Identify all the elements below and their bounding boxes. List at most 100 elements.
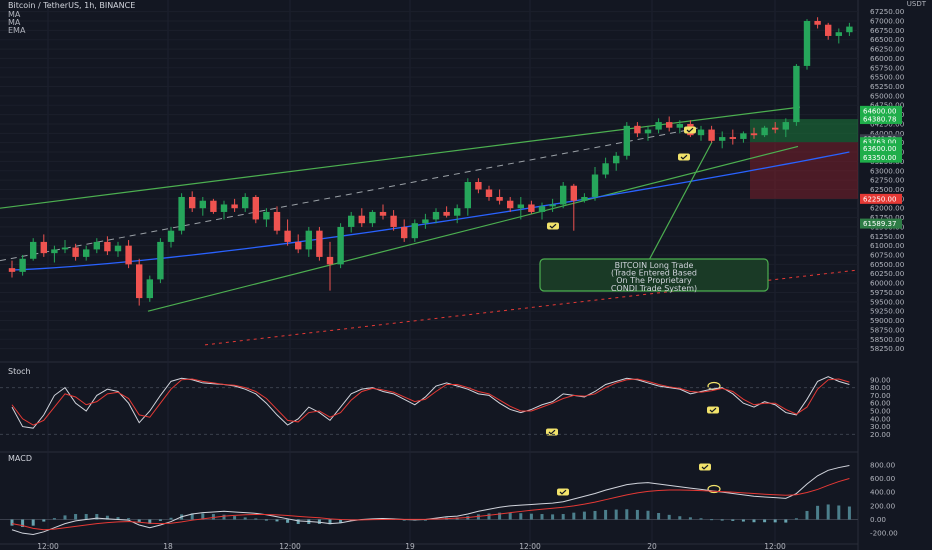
trade-annotation[interactable]: BITCOIN Long Trade(Trade Entered BasedOn…	[539, 258, 769, 293]
candle-body	[602, 163, 609, 175]
indicator-ema[interactable]: EMA	[8, 26, 26, 35]
price-tick-label: 65500.00	[870, 73, 905, 82]
price-tick-label: 67000.00	[870, 16, 905, 25]
trade-position-box[interactable]	[750, 119, 858, 199]
stoch-tick-label: 50.00	[870, 407, 891, 416]
circle-marker	[707, 381, 721, 391]
price-tick-label: 66250.00	[870, 45, 905, 54]
time-tick-label: 18	[163, 542, 173, 550]
annotation-text: (Trade Entered Based	[611, 269, 697, 278]
indicator-ma-2[interactable]: MA	[8, 18, 21, 27]
candle-body	[114, 245, 122, 252]
time-tick-label: 12:00	[37, 542, 59, 550]
candle-body	[72, 247, 79, 257]
candle-body	[157, 241, 164, 280]
candle-body	[125, 245, 132, 265]
macd-histogram-bar	[95, 514, 99, 520]
macd-histogram-bar	[794, 518, 798, 520]
macd-histogram-bar	[158, 519, 162, 521]
price-tick-label: 60000.00	[870, 279, 905, 288]
stoch-k-line	[11, 376, 850, 429]
candle-body	[83, 249, 90, 257]
time-tick-label: 19	[405, 542, 415, 550]
macd-histogram-bar	[264, 519, 268, 521]
candle-body	[242, 196, 249, 209]
symbol-title[interactable]: Bitcoin / TetherUS, 1h, BINANCE	[8, 1, 136, 10]
candle-body	[93, 241, 100, 250]
candle-body	[61, 247, 69, 250]
macd-histogram-bar	[10, 519, 14, 526]
macd-histogram-bar	[328, 519, 332, 525]
price-tick-label: 58250.00	[870, 344, 905, 353]
candle-body	[549, 204, 556, 207]
macd-histogram-bar	[63, 515, 67, 520]
candle-body	[666, 122, 673, 128]
macd-histogram-bar	[31, 519, 35, 526]
macd-histogram-bar	[805, 510, 809, 520]
macd-histogram-bar	[148, 519, 152, 524]
price-tick-label: 61750.00	[870, 213, 905, 222]
stoch-pane[interactable]	[0, 376, 858, 435]
macd-histogram-bar	[105, 515, 109, 520]
candle-body	[432, 211, 440, 220]
price-tick-label: 58500.00	[870, 335, 905, 344]
macd-histogram-bar	[826, 504, 830, 520]
macd-histogram-bar	[286, 519, 290, 523]
candle-body	[570, 185, 577, 201]
macd-histogram-bar	[784, 519, 788, 523]
stoch-tick-label: 20.00	[870, 430, 891, 439]
macd-histogram-bar	[625, 509, 629, 520]
price-tick-label: 64750.00	[870, 101, 905, 110]
annotation-text: CONDI Trade System)	[611, 284, 697, 293]
candle-body	[591, 174, 599, 197]
price-tick-label: 59500.00	[870, 297, 905, 306]
candle-body	[136, 264, 143, 299]
price-tick-label: 63000.00	[870, 166, 905, 175]
candle-body	[708, 129, 715, 141]
macd-title[interactable]: MACD	[8, 454, 32, 463]
check-mark	[548, 429, 556, 435]
macd-line	[11, 465, 850, 536]
macd-histogram-bar	[137, 519, 141, 523]
price-tick-label: 59000.00	[870, 316, 905, 325]
macd-histogram-bar	[275, 519, 279, 522]
candle-body	[443, 211, 450, 216]
candle-body	[326, 256, 334, 265]
price-badge	[860, 143, 902, 154]
price-tick-label: 64000.00	[870, 129, 905, 138]
candle-body	[761, 127, 768, 136]
annotation-box	[539, 258, 769, 292]
macd-histogram-bar	[339, 519, 343, 523]
macd-tick-label: 800.00	[870, 460, 896, 469]
stoch-tick-label: 30.00	[870, 422, 891, 431]
price-tick-label: 58750.00	[870, 325, 905, 334]
indicator-ma-1[interactable]: MA	[8, 10, 21, 19]
candle-body	[697, 129, 705, 136]
signal-markers	[546, 126, 721, 496]
candle-body	[305, 230, 312, 250]
macd-histogram-bar	[593, 510, 597, 520]
axes: 67250.0067000.0066750.0066500.0066250.00…	[37, 7, 905, 550]
macd-histogram-bar	[646, 510, 650, 520]
check-marker	[684, 126, 696, 134]
candlestick-series[interactable]	[8, 17, 853, 306]
macd-histogram-bar	[710, 519, 714, 521]
macd-histogram-bar	[222, 514, 226, 520]
check-mark	[680, 154, 688, 160]
macd-histogram-bar	[243, 517, 247, 520]
price-tick-label: 66750.00	[870, 26, 905, 35]
annotation-leader	[647, 141, 713, 263]
macd-pane[interactable]	[0, 465, 858, 536]
macd-histogram-bar	[667, 514, 671, 520]
price-badge-label: 63350.00	[863, 154, 896, 162]
macd-histogram-bar	[519, 513, 523, 520]
stoch-title[interactable]: Stoch	[8, 367, 31, 376]
candle-body	[750, 133, 758, 136]
macd-histogram-bar	[381, 518, 385, 520]
macd-histogram-bar	[678, 516, 682, 520]
macd-histogram-bar	[614, 509, 618, 520]
signal-line	[11, 478, 850, 531]
candle-body	[782, 122, 789, 130]
channel-lower	[147, 145, 799, 312]
